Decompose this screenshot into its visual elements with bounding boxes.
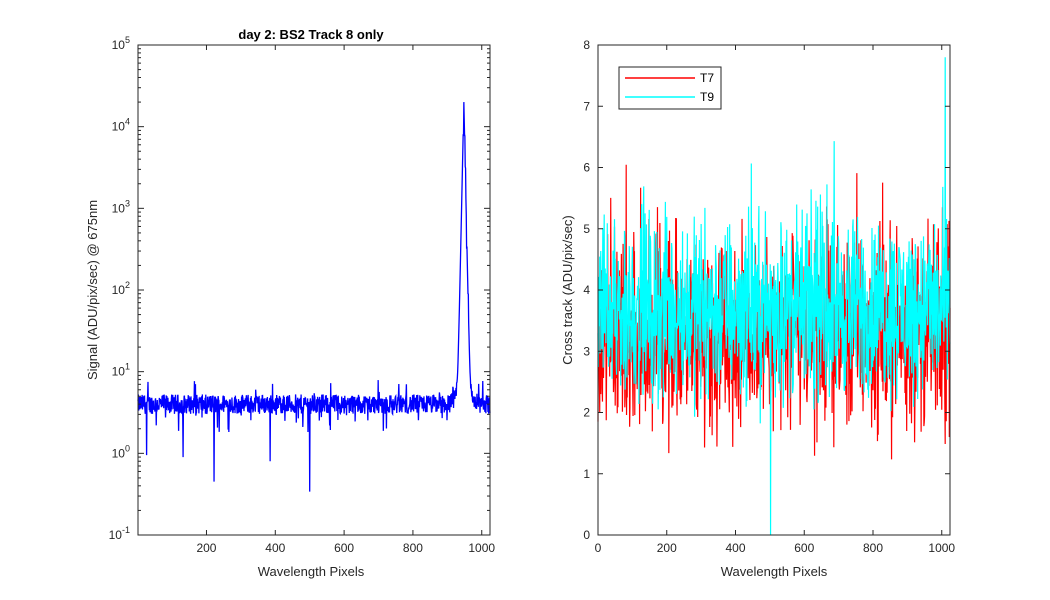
left-y-tick-label: 102 — [112, 280, 130, 297]
legend-label-t9: T9 — [700, 90, 714, 104]
right-series-line-t9 — [597, 57, 951, 536]
right-y-tick-label: 6 — [583, 161, 590, 175]
right-ticks: 0 200 400 600 800 1000 0 1 2 3 4 5 6 7 8 — [583, 38, 955, 555]
right-series-layer — [597, 57, 951, 536]
right-x-tick-label: 0 — [595, 541, 602, 555]
right-x-tick-label: 800 — [863, 541, 883, 555]
left-y-tick-label: 10-1 — [109, 525, 130, 542]
left-x-tick-label: 600 — [334, 541, 354, 555]
left-y-axis-label: Signal (ADU/pix/sec) @ 675nm — [85, 200, 100, 380]
right-y-tick-label: 7 — [583, 99, 590, 113]
legend-label-t7: T7 — [700, 71, 714, 85]
legend: T7 T9 — [618, 66, 722, 110]
right-y-tick-label: 8 — [583, 38, 590, 52]
right-x-tick-label: 400 — [725, 541, 745, 555]
right-y-tick-label: 3 — [583, 344, 590, 358]
left-series-line — [137, 102, 491, 492]
left-x-axis-label: Wavelength Pixels — [258, 564, 365, 579]
left-x-tick-label: 800 — [403, 541, 423, 555]
left-x-tick-label: 1000 — [468, 541, 495, 555]
left-x-tick-label: 400 — [265, 541, 285, 555]
right-x-tick-label: 1000 — [928, 541, 955, 555]
right-y-tick-label: 5 — [583, 222, 590, 236]
left-y-tick-label: 103 — [112, 198, 130, 215]
left-ticks: 200 400 600 800 1000 10-1 100 101 102 103 104 105 — [109, 35, 496, 555]
left-plot: day 2: BS2 Track 8 only 200 400 600 800 1000… — [85, 27, 495, 579]
right-x-tick-label: 200 — [657, 541, 677, 555]
right-x-tick-label: 600 — [794, 541, 814, 555]
left-plot-title: day 2: BS2 Track 8 only — [238, 27, 384, 42]
right-y-axis-label: Cross track (ADU/pix/sec) — [560, 215, 575, 365]
right-y-tick-label: 0 — [583, 528, 590, 542]
left-y-tick-label: 104 — [112, 117, 130, 134]
left-y-tick-label: 105 — [112, 35, 130, 52]
right-y-tick-label: 1 — [583, 467, 590, 481]
left-y-tick-label: 101 — [112, 362, 130, 379]
legend-box — [618, 66, 722, 110]
left-x-tick-label: 200 — [196, 541, 216, 555]
right-plot: 0 200 400 600 800 1000 0 1 2 3 4 5 6 7 8 Wavelength Pi… — [560, 38, 955, 579]
left-series-layer — [137, 102, 491, 492]
left-y-tick-label: 100 — [112, 443, 130, 460]
right-y-tick-label: 4 — [583, 283, 590, 297]
right-y-tick-label: 2 — [583, 406, 590, 420]
right-x-axis-label: Wavelength Pixels — [721, 564, 828, 579]
